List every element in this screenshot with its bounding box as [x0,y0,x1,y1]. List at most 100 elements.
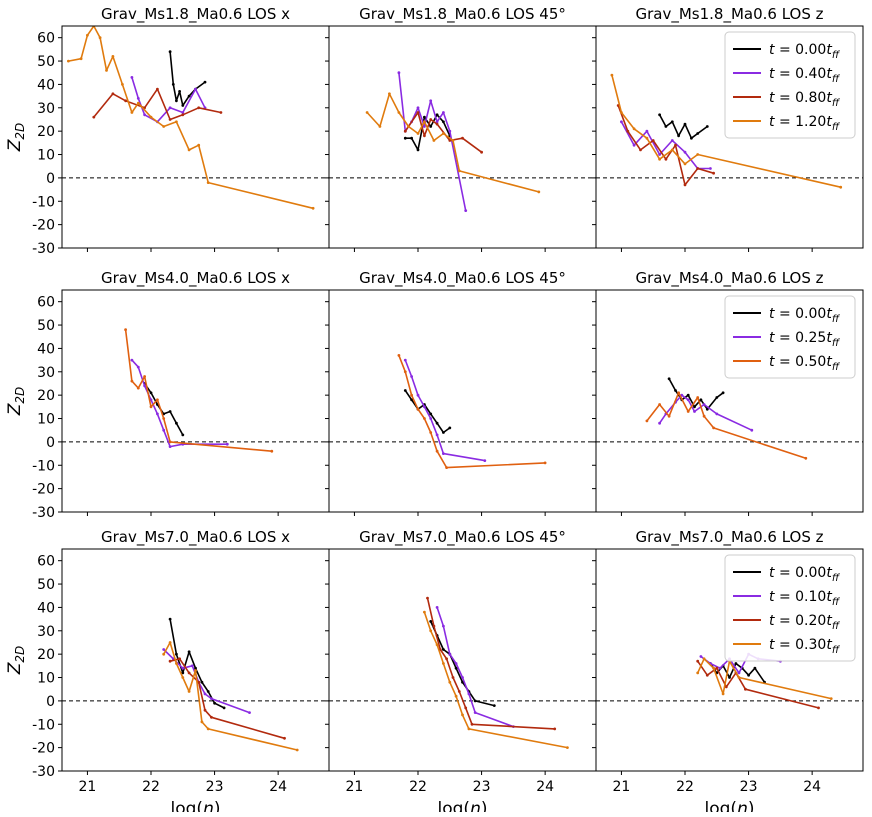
data-point [168,410,172,413]
legend-box [724,31,856,139]
data-point [702,403,706,406]
axes-frame [595,25,864,249]
data-point [696,671,700,675]
series-line-1 [429,621,495,707]
data-point [168,641,172,644]
panel-9: Grav_Ms7.0_Ma0.6 LOS z 21 22 23 24 log(n) t = … [592,528,864,817]
data-point [442,624,445,628]
data-point [470,722,474,726]
data-point [658,113,661,117]
data-point [429,99,433,103]
data-point [709,167,712,170]
data-point [98,36,102,40]
legend-label: t = 0.20tff [769,613,841,632]
data-point [136,97,140,100]
data-point [162,125,166,128]
data-point [674,389,677,392]
y-tick-label: 40 [37,77,55,93]
data-point [620,111,623,114]
data-point [432,624,436,628]
data-point [705,673,709,677]
data-point [168,118,172,121]
data-point [737,676,741,679]
legend: t = 0.00tff t = 0.10tff t = 0.20tff t = 0.3… [724,554,856,662]
data-point [203,708,207,712]
data-point [162,428,166,432]
y-tick-label: 10 [37,412,55,428]
x-tick-label: 21 [79,779,97,795]
series-line-3 [169,657,285,740]
data-point [136,365,140,369]
data-point [734,662,738,665]
data-point [187,671,191,675]
series-line-3 [124,329,272,452]
data-point [388,92,391,96]
data-point [610,73,614,77]
data-point [429,431,433,434]
data-point [92,115,96,119]
x-tick-label: 24 [269,779,287,795]
data-point [194,669,197,672]
x-axis-label: log(n) [171,799,221,812]
data-point [483,459,487,462]
data-point [651,139,655,142]
data-point [686,410,690,413]
data-point [680,393,684,397]
data-point [403,136,407,140]
data-point [737,671,741,675]
data-point [753,666,757,670]
y-tick-label: 60 [37,31,55,47]
y-tick-label: 10 [37,671,55,687]
data-point [295,748,299,752]
panel-6: Grav_Ms4.0_Ma0.6 LOS z t = 0.00tff t = 0.2… [592,269,864,516]
data-point [667,414,671,418]
data-point [197,680,201,684]
data-point [457,169,461,173]
data-point [626,129,630,133]
data-point [702,657,706,661]
data-point [480,150,483,154]
data-point [690,136,693,140]
data-point [111,55,115,58]
data-point [187,94,191,98]
data-point [448,426,452,430]
data-point [448,652,452,656]
series-line-4 [696,657,832,700]
y-tick-label: -30 [32,505,55,521]
data-point [442,120,445,124]
data-point [817,706,820,710]
data-point [744,687,747,691]
data-point [442,132,445,135]
y-tick-label: 60 [37,554,55,570]
x-tick-label: 24 [803,779,821,795]
data-point [213,701,217,705]
y-tick-label: 0 [46,171,55,187]
data-point [197,143,201,147]
series-line-3 [617,105,714,186]
data-point [712,426,715,430]
data-point [136,386,140,390]
data-point [448,129,452,133]
axes-frame [328,548,597,772]
data-point [715,412,719,416]
y-tick-label: -30 [32,764,55,780]
data-point [429,417,433,420]
y-tick-label: 40 [37,341,55,357]
data-point [454,662,458,665]
data-point [423,115,426,119]
data-point [839,185,843,189]
data-point [178,657,182,661]
data-point [429,412,433,416]
panel-title: Grav_Ms4.0_Ma0.6 LOS x [101,269,290,288]
data-point [658,157,661,161]
data-point [699,398,703,402]
series-line-2 [436,607,514,728]
data-point [416,148,420,152]
y-axis-label: Z2D [5,387,27,417]
data-point [200,680,204,684]
y-tick-label: 20 [37,647,55,663]
data-point [187,148,191,152]
data-point [620,120,623,124]
panel-title: Grav_Ms1.8_Ma0.6 LOS z [635,5,823,24]
